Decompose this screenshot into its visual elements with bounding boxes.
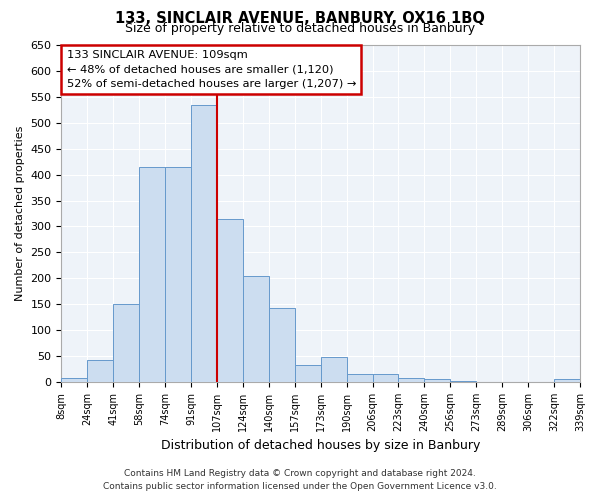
Text: Contains HM Land Registry data © Crown copyright and database right 2024.
Contai: Contains HM Land Registry data © Crown c…: [103, 470, 497, 491]
X-axis label: Distribution of detached houses by size in Banbury: Distribution of detached houses by size …: [161, 440, 481, 452]
Bar: [424, 380, 451, 382]
Bar: [88, 360, 113, 382]
Bar: [243, 276, 269, 382]
Bar: [295, 365, 321, 382]
Bar: [347, 374, 373, 382]
Bar: [398, 378, 424, 382]
Bar: [165, 167, 191, 382]
Bar: [61, 378, 88, 382]
Bar: [269, 308, 295, 382]
Bar: [451, 381, 476, 382]
Y-axis label: Number of detached properties: Number of detached properties: [15, 126, 25, 301]
Text: 133 SINCLAIR AVENUE: 109sqm
← 48% of detached houses are smaller (1,120)
52% of : 133 SINCLAIR AVENUE: 109sqm ← 48% of det…: [67, 50, 356, 89]
Bar: [139, 167, 165, 382]
Text: 133, SINCLAIR AVENUE, BANBURY, OX16 1BQ: 133, SINCLAIR AVENUE, BANBURY, OX16 1BQ: [115, 11, 485, 26]
Bar: [191, 104, 217, 382]
Bar: [373, 374, 398, 382]
Bar: [113, 304, 139, 382]
Bar: [554, 380, 580, 382]
Text: Size of property relative to detached houses in Banbury: Size of property relative to detached ho…: [125, 22, 475, 35]
Bar: [321, 356, 347, 382]
Bar: [217, 218, 243, 382]
